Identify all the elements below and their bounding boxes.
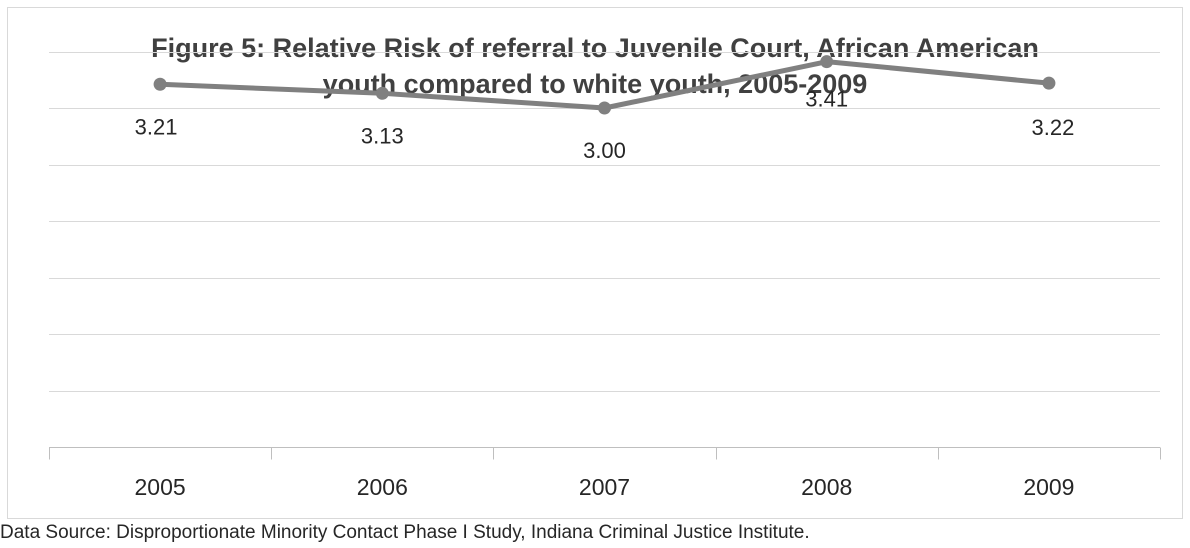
x-tick-label: 2008 xyxy=(801,474,852,500)
x-tick-label: 2009 xyxy=(1023,474,1074,500)
x-axis xyxy=(49,447,1161,460)
data-point xyxy=(375,86,389,100)
chart-title: Figure 5: Relative Risk of referral to J… xyxy=(0,30,1190,102)
series-line xyxy=(157,59,1052,111)
data-point xyxy=(598,101,611,115)
data-source-note: Data Source: Disproportionate Minority C… xyxy=(0,522,810,543)
data-label: 3.22 xyxy=(1031,115,1074,140)
x-tick-label: 2005 xyxy=(135,474,186,500)
chart-title-line-1: Figure 5: Relative Risk of referral to J… xyxy=(151,33,1039,63)
data-point xyxy=(153,77,167,91)
data-label: 3.00 xyxy=(583,138,626,163)
x-tick-label: 2006 xyxy=(357,474,408,500)
x-tick-labels: 2005 2006 2007 2008 2009 xyxy=(135,474,1075,500)
data-point xyxy=(820,55,834,69)
x-tick-label: 2007 xyxy=(579,474,630,500)
series-line-path xyxy=(157,59,1052,111)
data-points xyxy=(153,55,1056,115)
data-point xyxy=(1042,76,1056,90)
gridlines xyxy=(49,52,1160,392)
data-label: 3.41 xyxy=(805,87,848,112)
data-label: 3.13 xyxy=(361,123,404,148)
data-labels: 3.21 3.13 3.00 3.41 3.22 xyxy=(135,87,1075,163)
data-label: 3.21 xyxy=(135,114,178,139)
chart-frame xyxy=(7,7,1183,519)
